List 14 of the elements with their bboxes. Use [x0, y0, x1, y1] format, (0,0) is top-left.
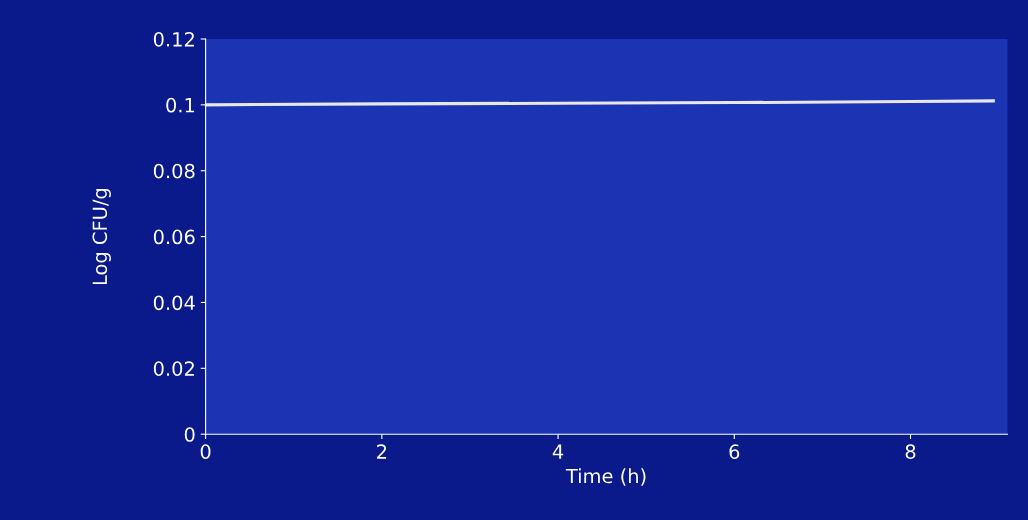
x-tick-label: 0 — [200, 444, 211, 459]
x-tick-label: 2 — [377, 444, 387, 459]
y-axis-title: Log CFU/g — [92, 188, 111, 285]
y-tick-label: 0.02 — [153, 361, 194, 376]
y-tick-label: 0 — [184, 427, 195, 442]
y-tick-label: 0.12 — [153, 31, 194, 47]
y-tick-label: 0.08 — [153, 163, 195, 179]
y-tick-label: 0.06 — [153, 229, 195, 245]
y-tick-label: 0.04 — [153, 295, 195, 311]
x-tick-label: 6 — [729, 444, 740, 459]
x-tick-label: 4 — [552, 444, 564, 459]
y-tick-label: 0.1 — [166, 97, 195, 113]
x-axis-title: Time (h) — [565, 468, 646, 486]
x-tick-label: 8 — [905, 444, 916, 459]
